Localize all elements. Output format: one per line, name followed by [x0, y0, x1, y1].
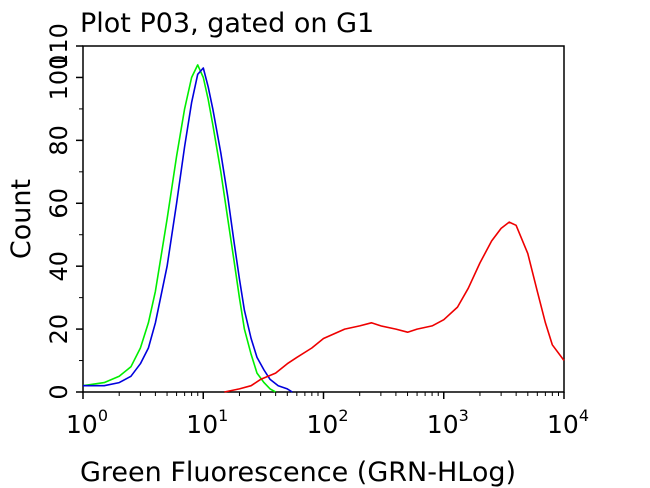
- chart-title: Plot P03, gated on G1: [80, 8, 374, 39]
- series-line-1: [82, 64, 276, 393]
- y-tick-label: 20: [45, 314, 73, 345]
- x-tick-label: 100: [66, 406, 108, 439]
- y-tick-label: 40: [45, 251, 73, 282]
- y-axis-label: Count: [6, 179, 37, 259]
- x-axis: 100 101 102 103 104: [66, 392, 589, 439]
- x-tick-label: 102: [307, 406, 349, 439]
- y-tick-label: 100: [45, 55, 73, 101]
- y-tick-label: 60: [45, 188, 73, 219]
- plot-frame: [82, 45, 565, 393]
- y-tick-label: 0: [45, 384, 73, 399]
- x-axis-label: Green Fluorescence (GRN-HLog): [80, 457, 516, 488]
- series-layer: [82, 64, 565, 393]
- y-tick-label: 80: [45, 125, 73, 156]
- y-tick-label: 110: [45, 23, 73, 69]
- series-line-2: [83, 67, 293, 393]
- x-tick-label: 103: [427, 406, 469, 439]
- x-tick-label: 104: [547, 406, 589, 439]
- x-tick-label: 101: [186, 406, 228, 439]
- series-line-3: [224, 221, 565, 393]
